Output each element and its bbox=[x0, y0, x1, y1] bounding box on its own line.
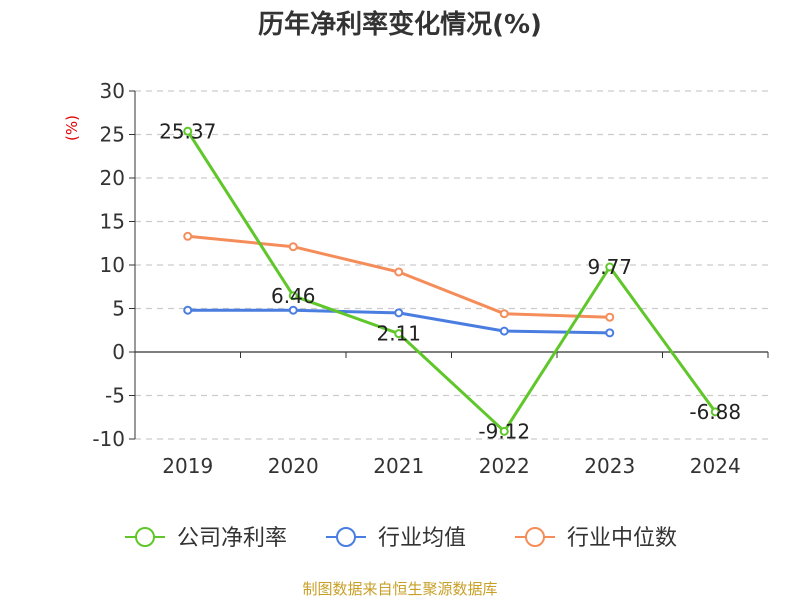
y-tick-label: 10 bbox=[100, 253, 125, 277]
x-tick-label: 2019 bbox=[162, 454, 213, 478]
data-point bbox=[394, 329, 404, 339]
legend-marker bbox=[135, 527, 155, 547]
series-line bbox=[187, 234, 610, 319]
y-tick-label: 30 bbox=[100, 79, 125, 103]
source-note: 制图数据来自恒生聚源数据库 bbox=[302, 580, 497, 598]
data-point bbox=[605, 262, 615, 272]
y-tick-label: 20 bbox=[100, 166, 125, 190]
data-point bbox=[499, 326, 509, 336]
y-tick-label: -5 bbox=[105, 384, 125, 408]
legend-label: 公司净利率 bbox=[177, 526, 287, 551]
data-point bbox=[499, 426, 509, 436]
data-point bbox=[288, 291, 298, 301]
y-tick-label: -10 bbox=[92, 427, 125, 451]
data-point bbox=[605, 328, 615, 338]
x-tick-label: 2024 bbox=[690, 454, 741, 478]
data-point bbox=[499, 309, 509, 319]
data-label: 25.37 bbox=[159, 119, 216, 143]
legend-label: 行业均值 bbox=[378, 526, 466, 551]
y-tick-label: 15 bbox=[100, 210, 125, 234]
grid-lines bbox=[135, 90, 768, 440]
data-label: 2.11 bbox=[376, 322, 421, 346]
x-tick-label: 2021 bbox=[373, 454, 424, 478]
data-point bbox=[183, 305, 193, 315]
x-tick-label: 2020 bbox=[268, 454, 319, 478]
data-point bbox=[605, 312, 615, 322]
data-point bbox=[183, 231, 193, 241]
data-label: 9.77 bbox=[587, 255, 632, 279]
legend-marker bbox=[336, 527, 356, 547]
data-label: -6.88 bbox=[689, 400, 741, 424]
data-point bbox=[394, 267, 404, 277]
x-tick-label: 2022 bbox=[479, 454, 530, 478]
data-point bbox=[288, 305, 298, 315]
data-label: -9.12 bbox=[478, 419, 530, 443]
series-line bbox=[186, 130, 717, 433]
legend-marker bbox=[525, 527, 545, 547]
data-label: 6.46 bbox=[271, 284, 316, 308]
legend-label: 行业中位数 bbox=[567, 526, 677, 551]
data-point bbox=[288, 242, 298, 252]
y-tick-label: 0 bbox=[112, 340, 125, 364]
data-point bbox=[183, 126, 193, 136]
y-tick-label: 25 bbox=[100, 123, 125, 147]
y-tick-label: 5 bbox=[112, 297, 125, 321]
data-labels: 25.37 6.46 2.11 -9.12 9.77 -6.88 bbox=[159, 119, 741, 443]
x-tick-label: 2023 bbox=[584, 454, 635, 478]
legend: 公司净利率 行业均值 行业中位数 bbox=[125, 526, 677, 551]
data-point bbox=[394, 308, 404, 318]
y-axis-unit-label: (%) bbox=[63, 115, 81, 141]
axes: -10 -5 0 5 10 15 20 25 30 2019 2020 2021 2022 2023 202… bbox=[92, 79, 769, 478]
data-point bbox=[710, 407, 720, 417]
series-lines bbox=[183, 126, 720, 436]
chart-title: 历年净利率变化情况(%) bbox=[258, 9, 542, 40]
